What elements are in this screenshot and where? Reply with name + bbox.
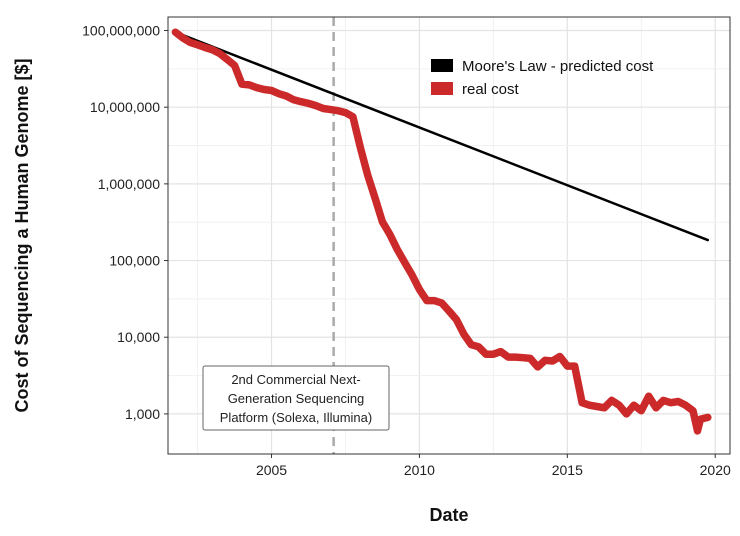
- legend-key-real-cost: [431, 82, 453, 95]
- x-tick-label: 2005: [256, 462, 287, 478]
- real-cost-line: [171, 28, 712, 435]
- moores-law-line: [174, 30, 710, 242]
- x-tick-label: 2010: [404, 462, 435, 478]
- series-lines: [171, 28, 712, 435]
- y-tick-label: 10,000: [117, 329, 160, 345]
- x-axis-title: Date: [429, 505, 468, 525]
- annotation-line-2: Generation Sequencing: [228, 391, 365, 406]
- annotation-line-1: 2nd Commercial Next-: [231, 372, 360, 387]
- annotation-box-frame: [202, 365, 390, 431]
- legend: Moore's Law - predicted cost real cost: [431, 58, 654, 98]
- y-tick-label: 100,000,000: [82, 23, 160, 39]
- legend-label-real-cost: real cost: [462, 81, 520, 98]
- y-tick-label: 1,000: [125, 406, 160, 422]
- plot-panel-border: [167, 16, 731, 455]
- x-tick-label: 2015: [552, 462, 583, 478]
- annotation-box: 2nd Commercial Next- Generation Sequenci…: [202, 365, 390, 431]
- legend-label-moores-law: Moore's Law - predicted cost: [462, 58, 654, 75]
- legend-key-moores-law: [431, 59, 453, 72]
- y-tick-label: 1,000,000: [98, 176, 160, 192]
- y-tick-label: 100,000: [109, 253, 160, 269]
- annotation-line-3: Platform (Solexa, Illumina): [220, 410, 372, 425]
- y-tick-label: 10,000,000: [90, 99, 160, 115]
- x-tick-label: 2020: [700, 462, 731, 478]
- y-axis-title: Cost of Sequencing a Human Genome [$]: [12, 58, 32, 412]
- axis-ticks: 2005 2010 2015 2020 1,000 10,000 100,000 1,000,…: [82, 23, 731, 478]
